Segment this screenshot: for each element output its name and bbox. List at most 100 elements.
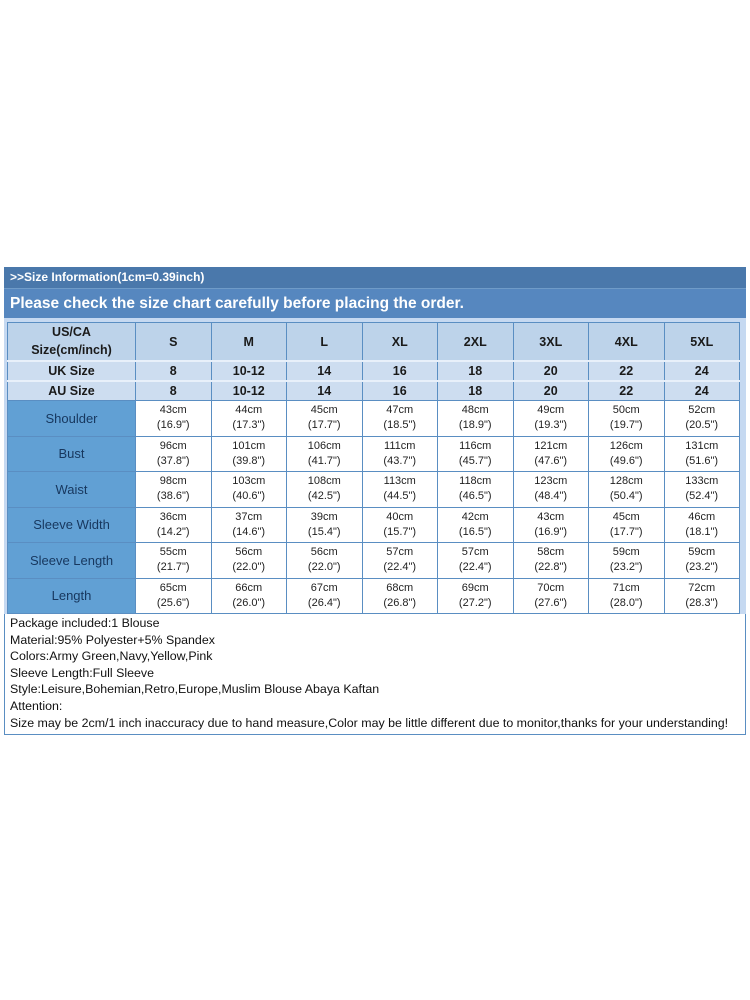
measurement-cell: 70cm (27.6")	[512, 577, 589, 614]
measurement-inch: (22.0")	[307, 561, 341, 574]
measurement-inch: (46.5")	[458, 490, 492, 503]
conversion-cell: 8	[135, 380, 212, 401]
measurement-inch: (22.4")	[383, 561, 417, 574]
measurement-cm: 56cm	[310, 546, 338, 559]
measurement-inch: (21.7")	[156, 561, 190, 574]
row-label: Sleeve Width	[7, 506, 136, 543]
conversion-cell: 10-12	[210, 380, 287, 401]
measurement-cm: 126cm	[609, 439, 643, 452]
conversion-cell: 8	[135, 360, 212, 382]
measurement-cm: 111cm	[384, 439, 416, 452]
measurement-cell: 49cm (19.3")	[512, 400, 589, 437]
measurement-cell: 123cm (48.4")	[512, 471, 589, 508]
measurement-inch: (45.7")	[458, 454, 492, 467]
measurement-cell: 45cm (17.7")	[588, 506, 665, 543]
measurement-cell: 37cm (14.6")	[210, 506, 287, 543]
measurement-cell: 128cm (50.4")	[588, 471, 665, 508]
measurement-inch: (49.6")	[609, 454, 643, 467]
measurement-cm: 40cm	[386, 510, 414, 523]
measurement-inch: (44.5")	[383, 490, 417, 503]
measurement-inch: (43.7")	[383, 454, 417, 467]
note-line: Sleeve Length:Full Sleeve	[10, 665, 154, 680]
size-column-header: S	[135, 322, 212, 362]
measurement-cell: 55cm (21.7")	[135, 542, 212, 579]
measurement-cm: 43cm	[159, 404, 187, 417]
measurement-inch: (41.7")	[307, 454, 341, 467]
measurement-cm: 118cm	[459, 475, 492, 488]
note-line: Material:95% Polyester+5% Spandex	[10, 632, 215, 647]
measurement-inch: (17.7")	[609, 525, 643, 538]
measurement-cm: 47cm	[386, 404, 414, 417]
conversion-cell: 24	[663, 380, 740, 401]
measurement-cm: 65cm	[159, 581, 187, 594]
measurement-inch: (15.4")	[307, 525, 341, 538]
conversion-cell: 20	[512, 360, 589, 382]
measurement-inch: (50.4")	[609, 490, 643, 503]
measurement-cm: 50cm	[612, 404, 640, 417]
measurement-inch: (18.5")	[383, 419, 417, 432]
size-chart-table: US/CA Size(cm/inch) S M L XL 2XL 3XL 4XL 5XL UK S…	[7, 322, 740, 614]
row-label: Length	[7, 577, 136, 614]
measurement-inch: (42.5")	[307, 490, 341, 503]
corner-label-line1: US/CA	[52, 325, 91, 339]
row-label: AU Size	[7, 380, 136, 401]
measurement-inch: (48.4")	[534, 490, 568, 503]
measurement-inch: (28.3")	[685, 596, 719, 609]
size-column-header: 4XL	[588, 322, 665, 362]
size-column-header: 5XL	[663, 322, 740, 362]
measurement-inch: (39.8")	[232, 454, 266, 467]
measurement-cell: 47cm (18.5")	[361, 400, 438, 437]
measurement-inch: (18.1")	[685, 525, 719, 538]
row-label: Bust	[7, 435, 136, 472]
note-line: Package included:1 Blouse	[10, 616, 160, 630]
conversion-cell: 22	[588, 380, 665, 401]
measurement-inch: (22.8")	[534, 561, 568, 574]
conversion-cell: 16	[361, 360, 438, 382]
measurement-inch: (37.8")	[156, 454, 190, 467]
measurement-inch: (14.6")	[232, 525, 266, 538]
measurement-cm: 56cm	[235, 546, 263, 559]
measurement-cm: 58cm	[537, 546, 565, 559]
measurement-cm: 42cm	[461, 510, 489, 523]
measurement-cell: 116cm (45.7")	[437, 435, 514, 472]
measurement-inch: (47.6")	[534, 454, 568, 467]
measurement-cm: 128cm	[609, 475, 643, 488]
measurement-cell: 40cm (15.7")	[361, 506, 438, 543]
measurement-cell: 103cm (40.6")	[210, 471, 287, 508]
measurement-cm: 57cm	[461, 546, 489, 559]
measurement-cell: 52cm (20.5")	[663, 400, 740, 437]
measurement-cm: 67cm	[310, 581, 338, 594]
measurement-cm: 70cm	[537, 581, 565, 594]
measurement-cell: 71cm (28.0")	[588, 577, 665, 614]
measurement-cm: 108cm	[307, 475, 341, 488]
measurement-cm: 44cm	[235, 404, 263, 417]
measurement-inch: (19.3")	[534, 419, 568, 432]
measurement-cell: 69cm (27.2")	[437, 577, 514, 614]
measurement-cm: 48cm	[461, 404, 489, 417]
corner-label-line2: Size(cm/inch)	[31, 342, 112, 357]
measurement-inch: (40.6")	[232, 490, 266, 503]
row-label: Shoulder	[7, 400, 136, 437]
conversion-row: UK Size 8 10-12 14 16 18 20 22 24	[7, 360, 740, 382]
row-label: Sleeve Length	[7, 542, 136, 579]
measurement-cell: 65cm (25.6")	[135, 577, 212, 614]
measurement-cm: 113cm	[383, 475, 416, 488]
measurement-cell: 50cm (19.7")	[588, 400, 665, 437]
measurement-inch: (28.0")	[609, 596, 643, 609]
measurement-inch: (22.4")	[458, 561, 492, 574]
measurement-cm: 116cm	[459, 439, 492, 452]
measurement-cm: 133cm	[685, 475, 719, 488]
measurement-cm: 106cm	[307, 439, 341, 452]
conversion-cell: 18	[437, 360, 514, 382]
measurement-cm: 37cm	[235, 510, 263, 523]
measurement-cell: 57cm (22.4")	[361, 542, 438, 579]
measurement-cell: 106cm (41.7")	[286, 435, 363, 472]
size-header-row: US/CA Size(cm/inch) S M L XL 2XL 3XL 4XL 5XL	[7, 322, 740, 362]
measurement-inch: (27.2")	[458, 596, 492, 609]
measurement-cm: 55cm	[159, 546, 187, 559]
measurement-cell: 59cm (23.2")	[588, 542, 665, 579]
measurement-inch: (23.2")	[609, 561, 643, 574]
measurement-row: Bust 96cm (37.8") 101cm (39.8") 106cm (41.7") 1…	[7, 435, 740, 472]
measurement-cell: 133cm (52.4")	[663, 471, 740, 508]
measurement-inch: (19.7")	[609, 419, 643, 432]
